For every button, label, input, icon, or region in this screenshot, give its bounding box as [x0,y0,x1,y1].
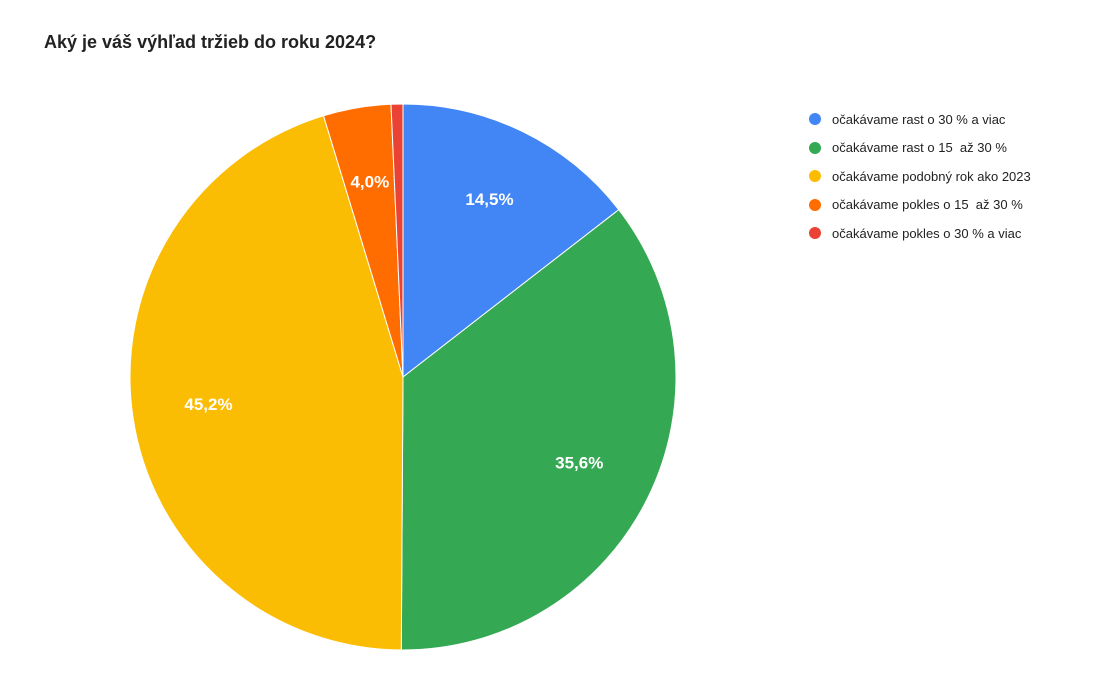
legend-label: očakávame rast o 15 až 30 % [832,140,1007,156]
legend-item-1: očakávame rast o 30 % a viac [809,105,1031,134]
legend: očakávame rast o 30 % a viac očakávame ra… [809,105,1031,248]
legend-swatch [809,227,821,240]
legend-swatch [809,141,821,154]
legend-swatch [809,198,821,211]
legend-swatch [809,113,821,126]
chart-title: Aký je váš výhľad tržieb do roku 2024? [44,32,377,52]
pie-slice-5 [390,103,404,378]
pie-slice-2 [400,208,677,651]
pie-chart: 14,5% 35,6% 45,2% 4,0% [129,103,677,651]
legend-label: očakávame pokles o 15 až 30 % [832,197,1023,213]
slice-value-label-3: 45,2% [184,395,232,414]
slice-value-label-4: 4,0% [350,173,389,192]
legend-label: očakávame rast o 30 % a viac [832,111,1006,127]
legend-label: očakávame pokles o 30 % a viac [832,225,1022,241]
legend-item-5: očakávame pokles o 30 % a viac [809,219,1031,248]
pie-slice-3 [129,115,404,651]
legend-label: očakávame podobný rok ako 2023 [832,168,1031,184]
legend-item-4: očakávame pokles o 15 až 30 % [809,191,1031,220]
slice-value-label-2: 35,6% [555,454,603,473]
legend-item-3: očakávame podobný rok ako 2023 [809,162,1031,191]
pie-slice-1 [402,103,620,379]
legend-swatch [809,170,821,183]
legend-item-2: očakávame rast o 15 až 30 % [809,134,1031,163]
slice-value-label-1: 14,5% [465,190,513,209]
